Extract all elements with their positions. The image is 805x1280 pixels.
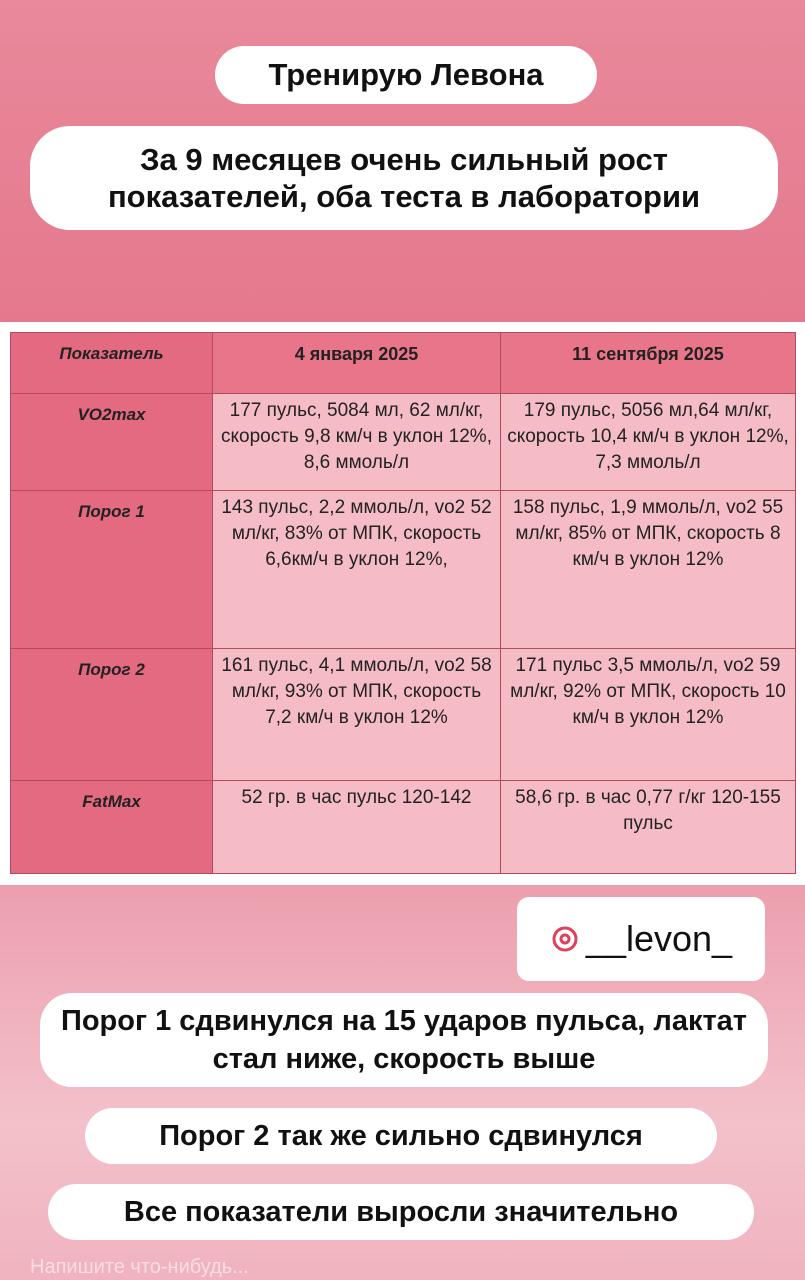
note: Порог 1 сдвинулся на 15 ударов пульса, л… <box>40 993 768 1087</box>
row-label: Порог 2 <box>10 648 213 781</box>
table-row: FatMax 52 гр. в час пульс 120-142 58,6 гр.… <box>10 780 796 874</box>
handle-text: __levon_ <box>585 918 733 959</box>
column-header: Показатель <box>10 332 213 394</box>
cell: 179 пульс, 5056 мл,64 мл/кг, скорость 10… <box>500 393 796 491</box>
row-label: VO2max <box>10 393 213 491</box>
cell: 143 пульс, 2,2 ммоль/л, vo2 52 мл/кг, 83… <box>212 490 501 649</box>
column-header: 4 января 2025 <box>212 332 501 394</box>
comparison-table: Показатель 4 января 2025 11 сентября 2025 V… <box>10 332 796 874</box>
title: Тренирую Левона <box>215 46 597 104</box>
row-label: FatMax <box>10 780 213 874</box>
column-header: 11 сентября 2025 <box>500 332 796 394</box>
subtitle: За 9 месяцев очень сильный рост показате… <box>30 126 778 230</box>
threads-icon <box>552 926 578 952</box>
row-label: Порог 1 <box>10 490 213 649</box>
table-row: VO2max 177 пульс, 5084 мл, 62 мл/кг, скор… <box>10 393 796 491</box>
cell: 58,6 гр. в час 0,77 г/кг 120-155 пульс <box>500 780 796 874</box>
cell: 161 пульс, 4,1 ммоль/л, vo2 58 мл/кг, 93… <box>212 648 501 781</box>
note: Порог 2 так же сильно сдвинулся <box>85 1108 717 1164</box>
note: Все показатели выросли значительно <box>48 1184 754 1240</box>
cell: 171 пульс 3,5 ммоль/л, vo2 59 мл/кг, 92%… <box>500 648 796 781</box>
table-row: Порог 1 143 пульс, 2,2 ммоль/л, vo2 52 мл… <box>10 490 796 649</box>
header-row: Показатель 4 января 2025 11 сентября 2025 <box>10 332 796 394</box>
handle-sticker[interactable]: __levon_ <box>517 897 765 981</box>
cell: 158 пульс, 1,9 ммоль/л, vo2 55 мл/кг, 85… <box>500 490 796 649</box>
cell: 52 гр. в час пульс 120-142 <box>212 780 501 874</box>
reply-input[interactable]: Напишите что-нибудь... <box>30 1256 249 1278</box>
table-row: Порог 2 161 пульс, 4,1 ммоль/л, vo2 58 мл… <box>10 648 796 781</box>
cell: 177 пульс, 5084 мл, 62 мл/кг, скорость 9… <box>212 393 501 491</box>
